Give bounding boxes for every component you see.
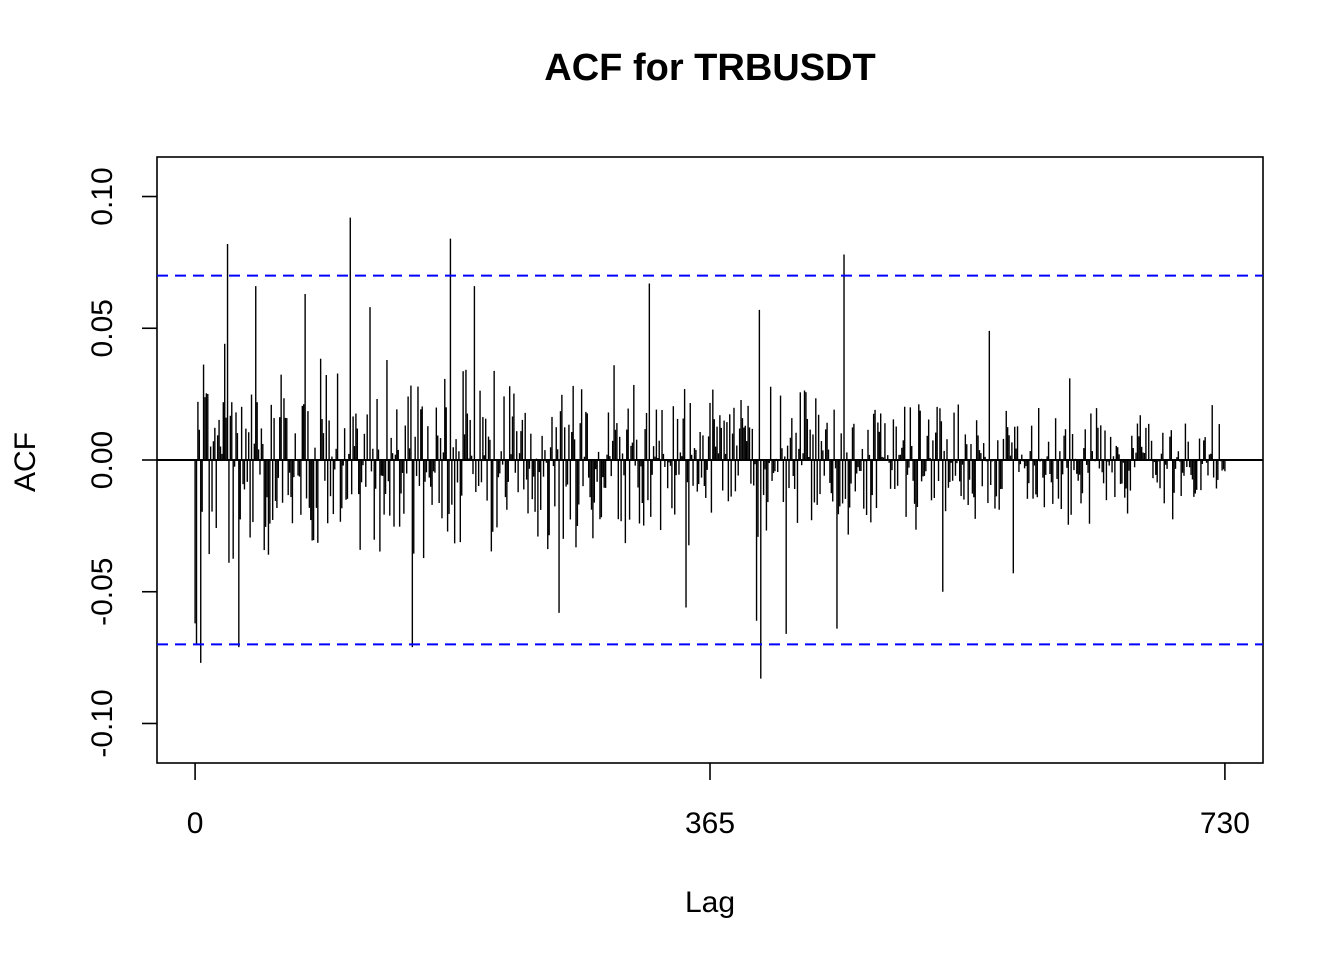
acf-bars [194, 217, 1226, 679]
x-tick-label: 730 [1200, 807, 1250, 840]
y-tick-label: -0.05 [86, 558, 119, 626]
y-tick-label: 0.00 [86, 431, 119, 489]
y-axis: -0.10 -0.05 0.00 0.05 0.10 [86, 167, 157, 758]
chart-title: ACF for TRBUSDT [544, 47, 875, 89]
y-tick-label: 0.10 [86, 167, 119, 225]
y-axis-label: ACF [9, 432, 42, 492]
x-tick-label: 365 [685, 807, 735, 840]
x-tick-label: 0 [187, 807, 204, 840]
x-axis-label: Lag [685, 886, 735, 919]
y-tick-label: 0.05 [86, 299, 119, 357]
x-axis: 0 365 730 [187, 763, 1250, 840]
y-tick-label: -0.10 [86, 689, 119, 757]
